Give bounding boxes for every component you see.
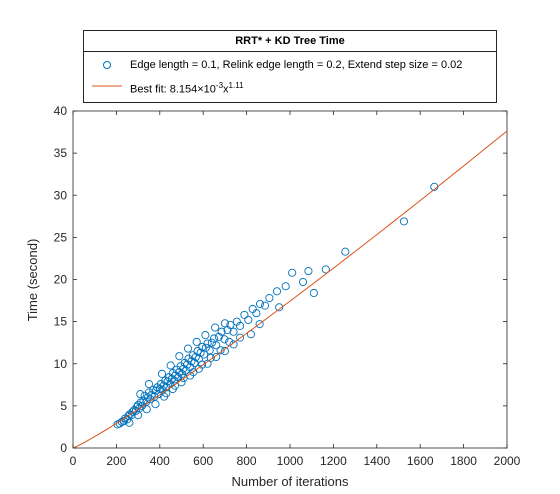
y-tick-label: 20: [54, 273, 68, 287]
data-point: [151, 400, 160, 409]
y-tick-label: 40: [54, 104, 68, 118]
data-point: [207, 338, 216, 347]
legend-label-scatter: Edge length = 0.1, Relink edge length = …: [130, 59, 463, 71]
data-point: [229, 327, 238, 336]
y-tick-label: 0: [60, 441, 67, 455]
data-points: [113, 182, 439, 429]
data-point: [220, 319, 229, 328]
data-point: [198, 360, 207, 369]
data-point: [183, 344, 193, 353]
data-point: [240, 310, 249, 319]
data-point: [189, 368, 198, 377]
data-point: [157, 369, 167, 378]
fit-var: x: [223, 83, 229, 96]
y-tick-label: 5: [60, 399, 67, 413]
data-point: [252, 309, 261, 318]
data-point: [298, 277, 308, 287]
data-point: [192, 337, 201, 346]
chart-title: RRT* + KD Tree Time: [84, 31, 496, 52]
y-tick-label: 30: [54, 188, 68, 202]
x-tick-label: 600: [193, 454, 213, 468]
data-point: [341, 247, 350, 256]
fit-exp-2: 1.11: [228, 81, 244, 90]
data-point: [223, 325, 232, 335]
y-tick-label: 15: [54, 315, 68, 329]
legend: RRT* + KD Tree Time Edge length = 0.1, R…: [83, 30, 497, 103]
data-point: [212, 341, 221, 350]
data-point: [212, 352, 221, 362]
data-point: [244, 315, 253, 324]
x-tick-label: 1600: [407, 454, 434, 468]
data-point: [201, 343, 210, 352]
x-tick-label: 1200: [320, 454, 347, 468]
x-tick-label: 0: [70, 454, 77, 468]
data-point: [125, 410, 134, 419]
data-point: [205, 346, 214, 355]
data-point: [304, 267, 313, 276]
data-point: [179, 374, 188, 383]
data-point: [255, 320, 264, 329]
data-point: [206, 353, 215, 362]
data-point: [226, 320, 235, 330]
legend-label-fit: Best fit: 8.154×10-3x1.11: [130, 76, 244, 100]
x-axis-label: Number of iterations: [231, 474, 349, 489]
data-point: [309, 288, 318, 298]
fit-line: [72, 130, 508, 449]
data-point: [256, 299, 265, 308]
circle-marker-icon: [103, 61, 111, 69]
data-point: [281, 282, 290, 291]
fit-exp-1: -3: [215, 81, 224, 90]
data-point: [175, 352, 184, 361]
x-axis-ticks: 0 200 400 600 800 1000 1200 1400 1600 1800 2000: [70, 111, 521, 468]
best-fit-curve: [72, 130, 508, 449]
data-point: [166, 361, 175, 370]
data-point: [201, 331, 210, 340]
data-point: [144, 379, 153, 389]
data-point: [220, 347, 229, 356]
data-point: [170, 381, 180, 390]
x-tick-label: 1800: [450, 454, 477, 468]
data-point: [134, 411, 143, 420]
fit-prefix: Best fit: 8.154×10: [130, 83, 216, 96]
data-point: [211, 323, 220, 332]
data-point: [163, 377, 172, 386]
legend-entry-fit: Best fit: 8.154×10-3x1.11: [84, 76, 496, 96]
y-tick-label: 35: [54, 146, 68, 160]
data-point: [125, 418, 134, 427]
data-point: [217, 327, 226, 336]
data-point: [236, 321, 245, 330]
data-point: [190, 358, 199, 367]
data-point: [229, 340, 238, 349]
y-tick-label: 25: [54, 230, 68, 244]
y-axis-label: Time (second): [25, 239, 40, 322]
y-axis-ticks: 0 5 10 15 20 25 30 35 40: [54, 104, 507, 455]
data-point: [265, 293, 274, 303]
data-point: [142, 405, 151, 414]
data-point: [134, 400, 143, 410]
data-point: [321, 265, 330, 274]
x-tick-label: 1400: [363, 454, 390, 468]
line-marker-icon: [92, 85, 122, 87]
data-point: [236, 333, 245, 342]
legend-entry-scatter: Edge length = 0.1, Relink edge length = …: [84, 55, 496, 75]
data-point: [260, 301, 270, 310]
data-point: [136, 390, 145, 399]
y-tick-label: 10: [54, 357, 68, 371]
data-point: [272, 287, 282, 296]
x-tick-label: 200: [106, 454, 126, 468]
x-tick-label: 400: [150, 454, 170, 468]
data-point: [127, 411, 136, 420]
data-point: [220, 335, 229, 344]
x-tick-label: 1000: [277, 454, 304, 468]
data-point: [275, 303, 284, 312]
data-point: [214, 332, 223, 341]
data-point: [288, 268, 297, 277]
x-tick-label: 2000: [494, 454, 521, 468]
x-tick-label: 800: [237, 454, 257, 468]
data-point: [399, 217, 408, 226]
